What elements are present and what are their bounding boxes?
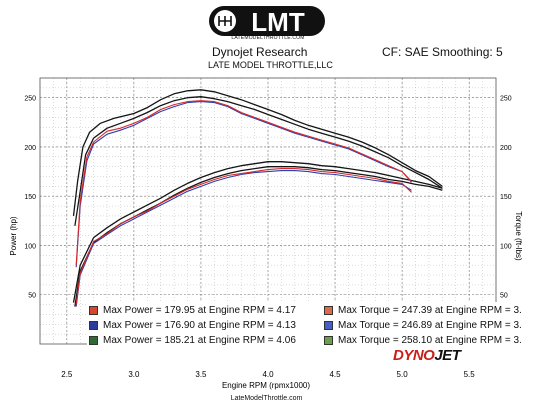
correction-factor: CF: SAE Smoothing: 5: [382, 45, 503, 59]
legend-power-3: Max Power = 185.21 at Engine RPM = 4.06: [89, 333, 339, 347]
legend-torque-3-text: Max Torque = 258.10 at Engine RPM = 3.: [338, 334, 522, 346]
legend-torque-3: Max Torque = 258.10 at Engine RPM = 3.: [324, 333, 528, 347]
logo-text: LMT: [251, 7, 305, 37]
series-line-black-torque: [72, 89, 443, 216]
lmt-logo: LMT: [209, 6, 325, 37]
legend-torque-2: Max Torque = 246.89 at Engine RPM = 3.: [324, 318, 528, 332]
y-left-tick-label: 100: [24, 243, 36, 250]
legend-swatch: [324, 335, 333, 345]
legend-power-2: Max Power = 176.90 at Engine RPM = 4.13: [89, 318, 339, 332]
series-line-black-power: [74, 166, 443, 307]
legend-torque-2-text: Max Torque = 246.89 at Engine RPM = 3.: [338, 319, 522, 331]
y-right-tick-label: 250: [500, 96, 512, 103]
y-right-tick-label: 200: [500, 145, 512, 152]
legend-swatch: [89, 305, 98, 315]
dynojet-brand-b: JET: [434, 347, 461, 364]
legend-power-3-text: Max Power = 185.21 at Engine RPM = 4.06: [103, 334, 296, 346]
x-tick-label: 5.5: [464, 370, 476, 379]
chart-subtitle: LATE MODEL THROTTLE,LLC: [208, 60, 333, 70]
y-left-tick-label: 50: [28, 293, 36, 300]
x-tick-label: 4.5: [329, 370, 341, 379]
legend-swatch: [89, 320, 98, 330]
legend-swatch: [324, 320, 333, 330]
y-right-tick-label: 150: [500, 194, 512, 201]
y-axis-label-right: Torque (ft-lbs): [514, 211, 523, 261]
dynojet-logo: DYNOJET: [393, 347, 461, 364]
legend-power-2-text: Max Power = 176.90 at Engine RPM = 4.13: [103, 319, 296, 331]
y-right-tick-label: 50: [500, 293, 508, 300]
footer-url: LateModelThrottle.com: [230, 395, 303, 402]
series-line-red-torque: [75, 100, 412, 266]
y-left-tick-label: 250: [24, 96, 36, 103]
legend-power-1: Max Power = 179.95 at Engine RPM = 4.17: [89, 303, 339, 317]
x-tick-label: 3.0: [128, 370, 140, 379]
y-left-tick-label: 150: [24, 194, 36, 201]
series-line-red-power: [75, 168, 412, 305]
series-line-black-torque: [74, 96, 443, 226]
y-axis-label-left: Power (hp): [9, 216, 18, 255]
logo-url: LATEMODELTHROTTLE.COM: [231, 35, 305, 41]
x-tick-label: 2.5: [61, 370, 73, 379]
y-right-tick-label: 100: [500, 243, 512, 250]
chart-title: Dynojet Research: [212, 45, 308, 59]
series-line-black-power: [72, 161, 443, 303]
x-tick-label: 5.0: [397, 370, 409, 379]
x-tick-label: 4.0: [262, 370, 274, 379]
x-tick-label: 3.5: [195, 370, 207, 379]
dynojet-brand-a: DYNO: [393, 347, 435, 364]
series-line-blue-power: [75, 170, 412, 307]
series-lines: [72, 89, 443, 307]
legend-torque-1-text: Max Torque = 247.39 at Engine RPM = 3.: [338, 304, 522, 316]
legend-swatch: [89, 335, 98, 345]
legend-power-1-text: Max Power = 179.95 at Engine RPM = 4.17: [103, 304, 296, 316]
legend-swatch: [324, 305, 333, 315]
y-left-tick-label: 200: [24, 145, 36, 152]
series-line-blue-torque: [75, 101, 412, 268]
x-axis-label: Engine RPM (rpmx1000): [222, 381, 310, 390]
legend-torque-1: Max Torque = 247.39 at Engine RPM = 3.: [324, 303, 528, 317]
legend: Max Power = 179.95 at Engine RPM = 4.17 …: [87, 302, 528, 347]
